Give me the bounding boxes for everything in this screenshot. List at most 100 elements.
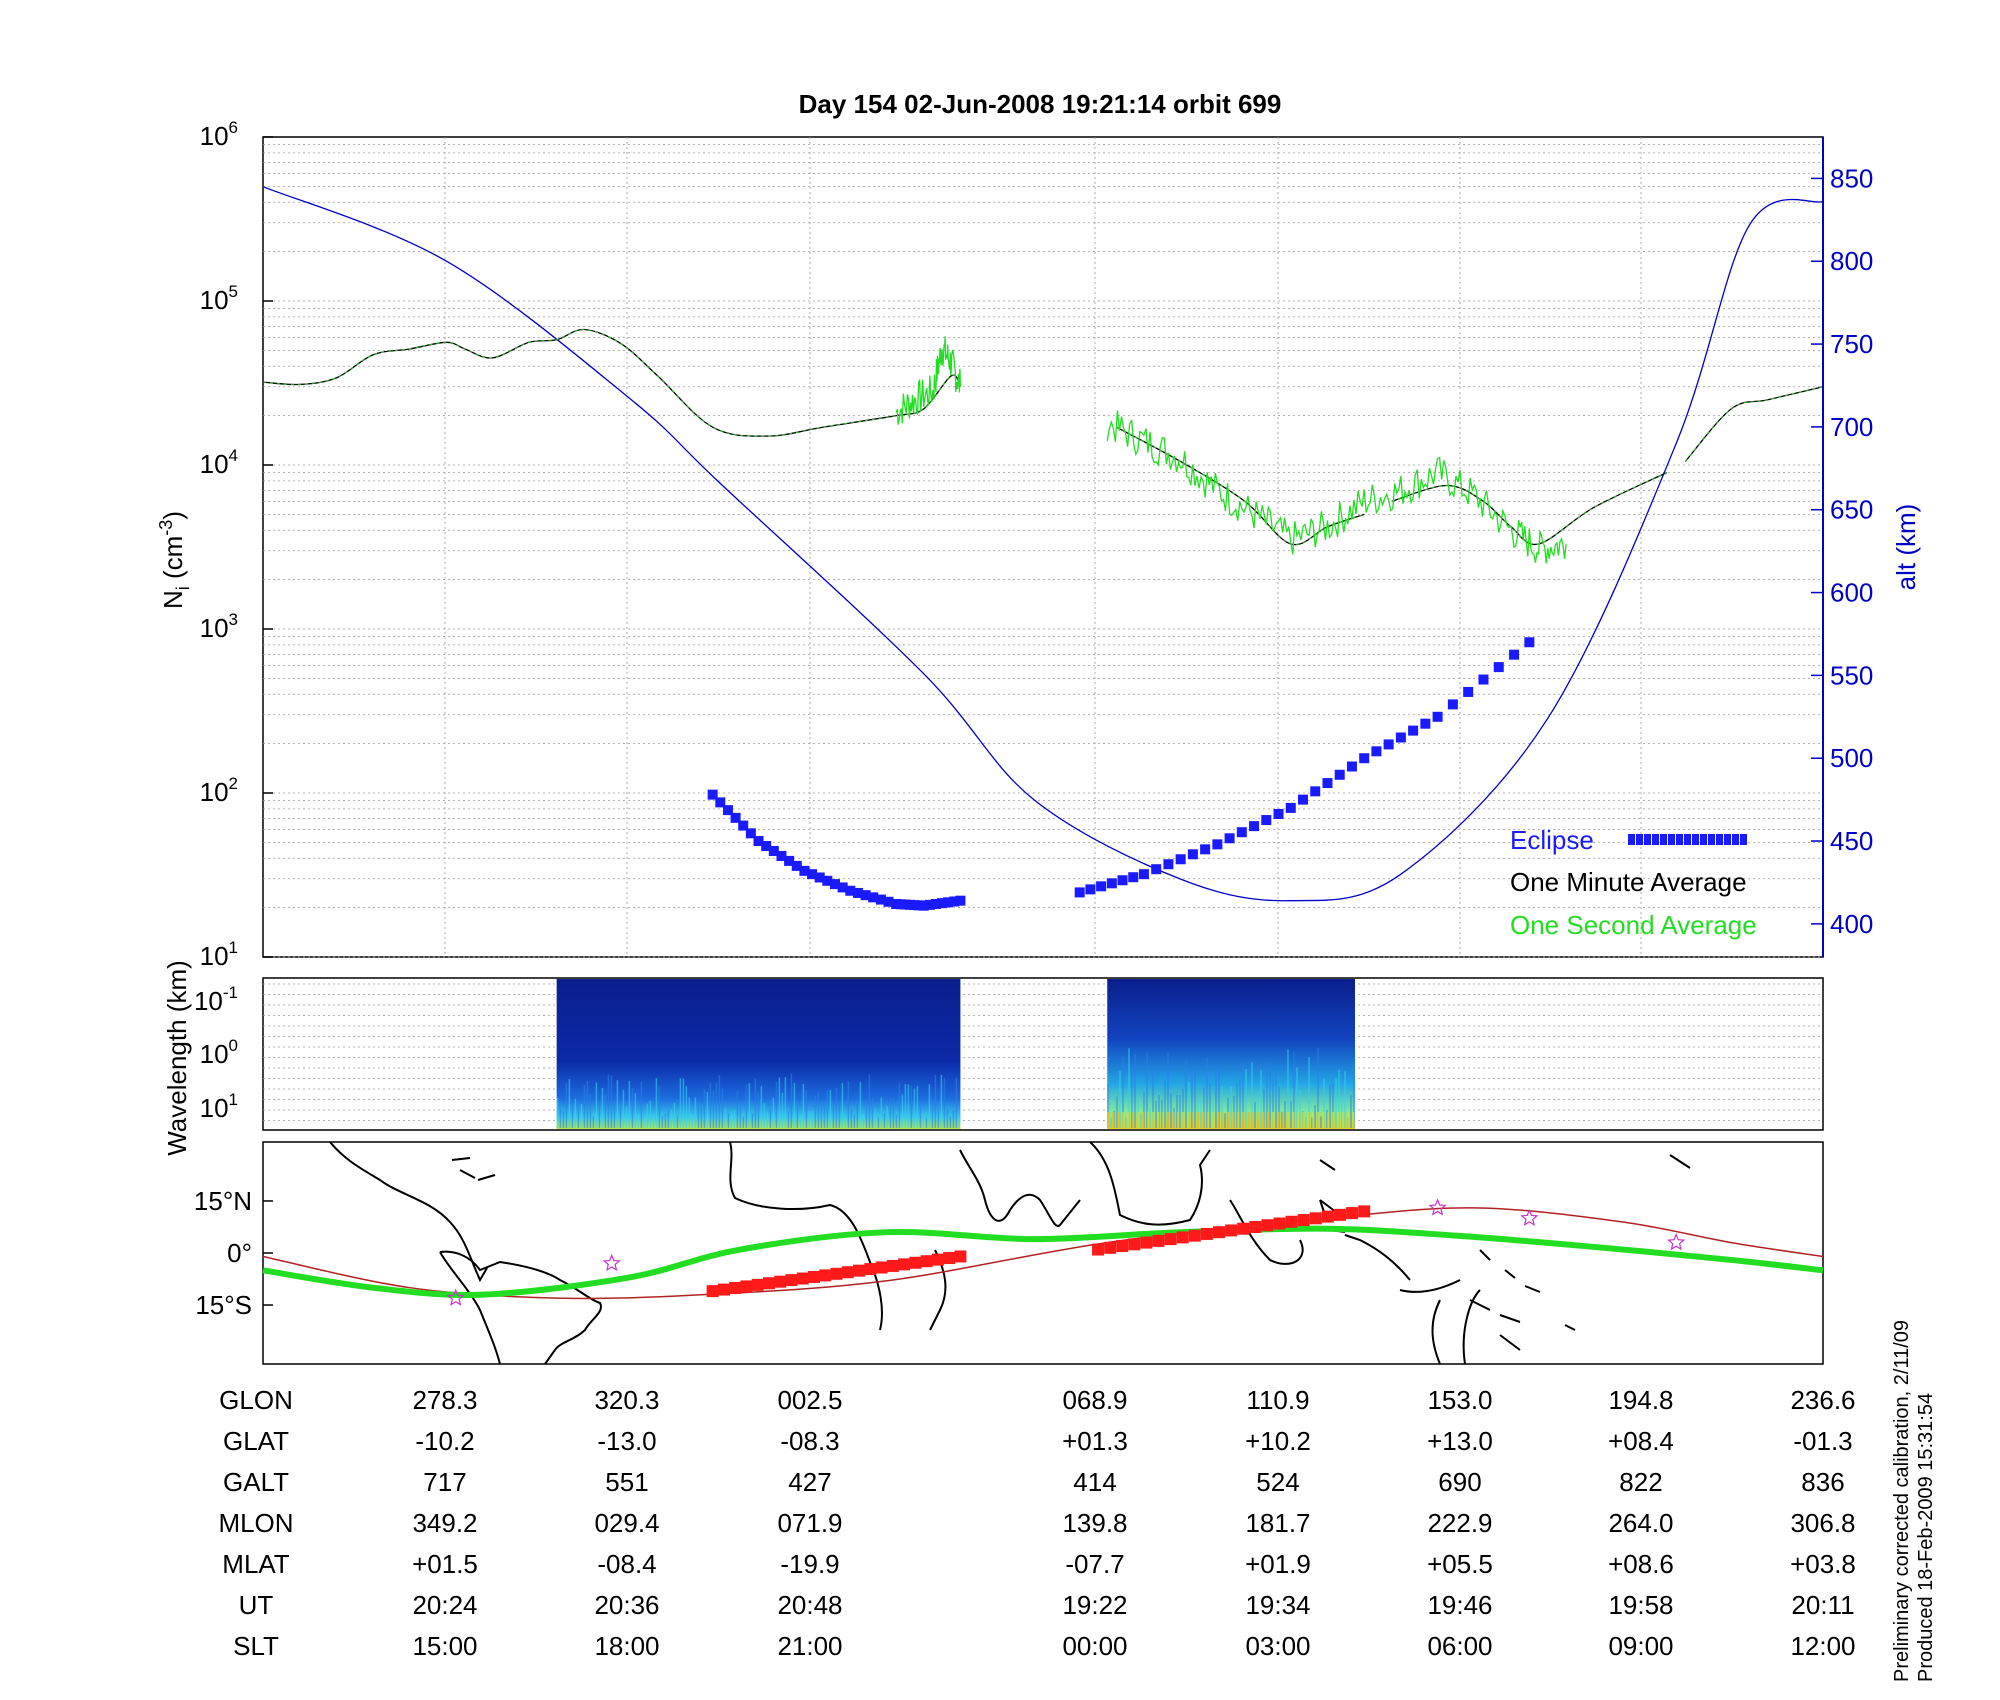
spectrogram-streak [1158, 1095, 1160, 1128]
spectrogram-streak [958, 1117, 961, 1128]
spectrogram-hot [1282, 1112, 1285, 1128]
spectrogram-streak [1194, 1066, 1196, 1128]
table-cell: 306.8 [1790, 1508, 1855, 1538]
eclipse-marker [1106, 878, 1117, 889]
legend-eclipse-marker [1628, 834, 1747, 845]
spectrogram-hot [1147, 1112, 1150, 1128]
table-row-label: GALT [223, 1467, 289, 1497]
spectrogram-streak [589, 1093, 592, 1128]
eclipse-marker [1096, 881, 1107, 892]
spectrogram-streak [772, 1097, 775, 1128]
spectrogram-streak [1167, 1051, 1169, 1128]
spectrogram-hot [1297, 1112, 1300, 1128]
table-cell: -10.2 [415, 1426, 474, 1456]
spectrogram-streak [580, 1104, 583, 1128]
spectrogram-streak [745, 1084, 748, 1128]
spectrogram-streak [904, 1083, 907, 1128]
spectrogram-streak [1257, 1090, 1259, 1128]
spectrogram-streak [793, 1082, 796, 1128]
map-lat-tick-label: 0° [227, 1238, 252, 1268]
left-tick-label: 102 [200, 774, 238, 807]
table-cell: 278.3 [412, 1385, 477, 1415]
map-eclipse-marker [1297, 1214, 1310, 1227]
spectrogram-streak [1191, 1070, 1193, 1128]
legend-eclipse-square [1644, 834, 1651, 845]
spectrogram-streak [1221, 1086, 1223, 1128]
spectrogram-streak [1200, 1100, 1202, 1128]
spectrogram-hot [1292, 1112, 1295, 1128]
spectrogram-streak [1254, 1101, 1256, 1128]
map-eclipse-marker [1116, 1240, 1129, 1253]
spectrogram-streak [739, 1099, 742, 1128]
table-cell: 00:00 [1062, 1631, 1127, 1661]
side-note-line-1: Preliminary corrected calibration, 2/11/… [1891, 1320, 1913, 1682]
spectrogram-streak [751, 1113, 754, 1128]
spectrogram-hot [1162, 1112, 1165, 1128]
spectrogram-streak [934, 1075, 937, 1128]
legend-eclipse-square [1684, 834, 1691, 845]
spectrogram-streak [943, 1077, 946, 1128]
table-cell: -19.9 [780, 1549, 839, 1579]
spectrogram-streak [1110, 1117, 1112, 1128]
right-tick-label: 550 [1830, 660, 1873, 690]
legend-eclipse-square [1668, 834, 1675, 845]
spectrogram-tick-label: 101 [200, 1090, 238, 1123]
spectrogram-hot [1222, 1112, 1225, 1128]
map-lat-tick-label: 15°N [194, 1186, 252, 1216]
spectrogram-streak [931, 1099, 934, 1128]
eclipse-marker [1478, 674, 1489, 685]
map-eclipse-marker [830, 1267, 843, 1280]
eclipse-marker [1463, 686, 1474, 697]
spectrogram-streak [637, 1114, 640, 1128]
eclipse-marker [918, 900, 929, 911]
spectrogram-streak [1203, 1087, 1205, 1128]
table-cell: 15:00 [412, 1631, 477, 1661]
spectrogram-streak [1215, 1069, 1217, 1128]
spectrogram-streak [1329, 1084, 1331, 1128]
eclipse-marker [1236, 827, 1247, 838]
map-eclipse-marker [943, 1252, 956, 1265]
spectrogram-streak [874, 1108, 877, 1128]
spectrogram-streak [928, 1084, 931, 1128]
table-cell: 717 [423, 1467, 466, 1497]
legend-eclipse-square [1636, 834, 1643, 845]
spectrogram-streak [1305, 1117, 1307, 1128]
spectrogram-streak [841, 1083, 844, 1128]
eclipse-marker [1322, 778, 1333, 789]
map-eclipse-marker [1200, 1227, 1213, 1240]
spectrogram-streak [640, 1081, 643, 1128]
table-cell: 20:11 [1791, 1590, 1854, 1620]
spectrogram-streak [856, 1099, 859, 1128]
map-eclipse-marker [762, 1277, 775, 1290]
eclipse-marker [1128, 872, 1139, 883]
map-lat-ticks: 15°N 0° 15°S [194, 1186, 273, 1320]
spectrogram-hot [1182, 1112, 1185, 1128]
legend: Eclipse One Minute Average One Second Av… [1510, 825, 1757, 940]
spectrogram-streak [907, 1084, 910, 1128]
spectrogram-streak [760, 1086, 763, 1128]
spectrogram-hot [1207, 1112, 1210, 1128]
table-cell: 029.4 [594, 1508, 659, 1538]
spectrogram-streak [775, 1081, 778, 1128]
eclipse-marker [1200, 844, 1211, 855]
spectrogram-streak [823, 1105, 826, 1128]
spectrogram-streak [1278, 1086, 1280, 1128]
table-cell: 222.9 [1427, 1508, 1492, 1538]
spectrogram-tick-label: 100 [200, 1036, 238, 1069]
table-cell: +08.4 [1608, 1426, 1674, 1456]
one-second-line [895, 336, 962, 425]
spectrogram-streak [1353, 1064, 1355, 1128]
spectrogram-hot [1152, 1112, 1155, 1128]
spectrogram-streak [826, 1090, 829, 1128]
spectrogram-streak [697, 1107, 700, 1128]
spectrogram-streak [706, 1092, 709, 1128]
ylabel-right: alt (km) [1891, 504, 1921, 591]
spectrogram-hot [1337, 1112, 1340, 1128]
left-tick-label: 106 [200, 118, 238, 151]
legend-eclipse-square [1676, 834, 1683, 845]
table-cell: 524 [1256, 1467, 1299, 1497]
table-cell: 19:58 [1608, 1590, 1673, 1620]
spectrogram-streak [1239, 1079, 1241, 1128]
table-cell: +10.2 [1245, 1426, 1311, 1456]
spectrogram-hot [1317, 1112, 1320, 1128]
